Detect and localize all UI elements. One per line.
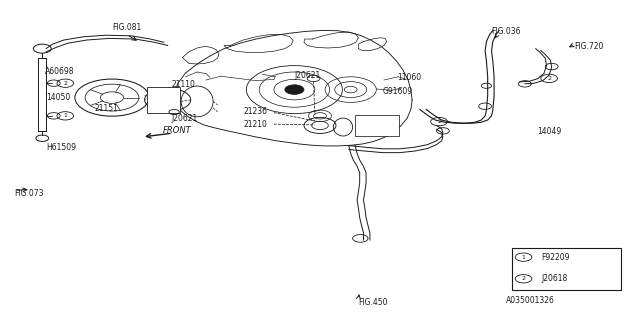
Text: 2: 2 (547, 76, 551, 81)
Text: A035001326: A035001326 (506, 296, 554, 305)
Text: J20621: J20621 (172, 114, 198, 123)
Text: J20621: J20621 (294, 71, 321, 80)
Text: 21110: 21110 (172, 80, 195, 89)
Text: 1: 1 (63, 113, 67, 118)
Text: 1: 1 (522, 255, 525, 260)
Text: G91609: G91609 (383, 87, 413, 96)
Bar (147, 87, 180, 113)
Text: FIG.036: FIG.036 (492, 28, 521, 36)
Text: 2: 2 (522, 276, 525, 281)
Text: 2: 2 (437, 119, 441, 124)
Text: FIG.450: FIG.450 (358, 298, 388, 307)
Text: FIG.720: FIG.720 (575, 42, 604, 51)
Text: 21236: 21236 (243, 108, 268, 116)
Text: A60698: A60698 (45, 68, 74, 76)
Text: FIG.073: FIG.073 (14, 189, 44, 198)
Circle shape (285, 85, 304, 94)
Text: F92209: F92209 (541, 253, 570, 262)
Text: 14050: 14050 (46, 93, 70, 102)
Text: 2: 2 (63, 81, 67, 86)
Bar (512, 248, 621, 290)
Text: 21210: 21210 (243, 120, 267, 129)
Text: FRONT: FRONT (163, 126, 192, 135)
Bar (355, 115, 399, 136)
Text: FIG.081: FIG.081 (112, 23, 141, 32)
Text: J20618: J20618 (541, 274, 568, 283)
Text: 11060: 11060 (397, 73, 421, 82)
Text: 14049: 14049 (538, 127, 562, 136)
Text: 21151: 21151 (95, 104, 118, 113)
Text: H61509: H61509 (46, 143, 76, 152)
